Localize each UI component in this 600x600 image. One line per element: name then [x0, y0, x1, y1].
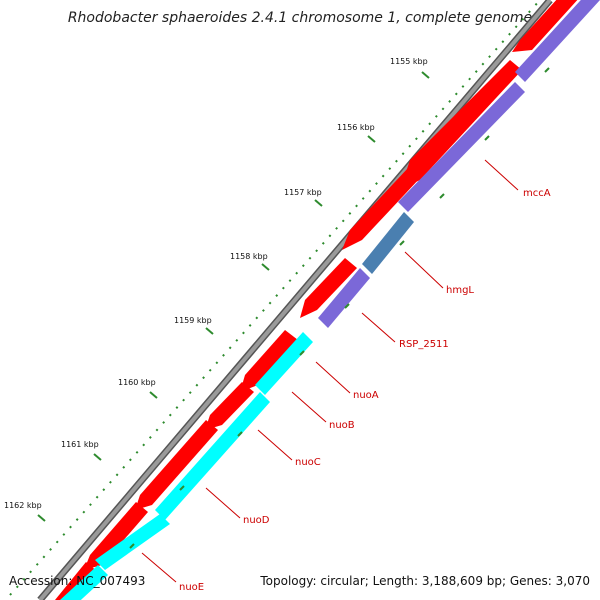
gene-label-nuoE: nuoE — [179, 582, 204, 593]
cds-reverse-overlap — [362, 212, 414, 274]
cds-nuo — [60, 565, 108, 600]
gene-label-nuoC: nuoC — [295, 457, 321, 468]
cds-forward — [205, 382, 254, 430]
tick-label: 1156 kbp — [337, 123, 375, 132]
tick-label: 1157 kbp — [284, 188, 322, 197]
gene-label-leaders — [141, 159, 519, 583]
gene-label-nuoA: nuoA — [353, 390, 379, 401]
cds-forward — [300, 258, 357, 318]
forward-cds-track — [55, 0, 578, 600]
tick-label: 1158 kbp — [230, 252, 268, 261]
gene-label-mccA: mccA — [523, 188, 551, 199]
gene-label-hmgL: hmgL — [446, 285, 474, 296]
tick-labels: 1155 kbp 1156 kbp 1157 kbp 1158 kbp 1159… — [4, 57, 428, 510]
tick-marks-outer — [37, 71, 430, 522]
tick-label: 1160 kbp — [118, 378, 156, 387]
cds-forward — [135, 420, 218, 510]
gene-label-RSP_2511: RSP_2511 — [399, 339, 449, 350]
backbone — [37, 0, 553, 600]
map-title: Rhodobacter sphaeroides 2.4.1 chromosome… — [67, 10, 533, 26]
cds-nuo — [155, 392, 270, 520]
cds-reverse — [318, 268, 370, 328]
cds-forward — [84, 502, 148, 570]
gene-labels: mccA hmgL RSP_2511 nuoA nuoB nuoC nuoD n… — [179, 188, 551, 593]
gene-label-nuoB: nuoB — [329, 420, 355, 431]
tick-label: 1162 kbp — [4, 501, 42, 510]
cds-forward — [240, 330, 298, 392]
cds-forward — [400, 60, 522, 190]
gene-label-nuoD: nuoD — [243, 515, 270, 526]
cds-reverse — [515, 0, 600, 82]
cds-nuo — [255, 332, 313, 395]
tick-label: 1159 kbp — [174, 316, 212, 325]
cds-reverse — [398, 82, 525, 212]
cds-forward — [512, 0, 578, 52]
tick-label: 1155 kbp — [390, 57, 428, 66]
cds-forward — [55, 562, 98, 600]
reverse-cds-track — [318, 0, 600, 328]
tick-label: 1161 kbp — [61, 440, 99, 449]
nuo-cds-track — [60, 332, 313, 600]
cds-nuo — [95, 514, 170, 570]
accession-label: Accession: NC_007493 — [9, 574, 146, 588]
genome-summary: Topology: circular; Length: 3,188,609 bp… — [260, 574, 590, 588]
cds-forward — [342, 168, 420, 250]
tick-marks-inner — [129, 67, 550, 549]
dotted-guide-line — [9, 0, 541, 596]
